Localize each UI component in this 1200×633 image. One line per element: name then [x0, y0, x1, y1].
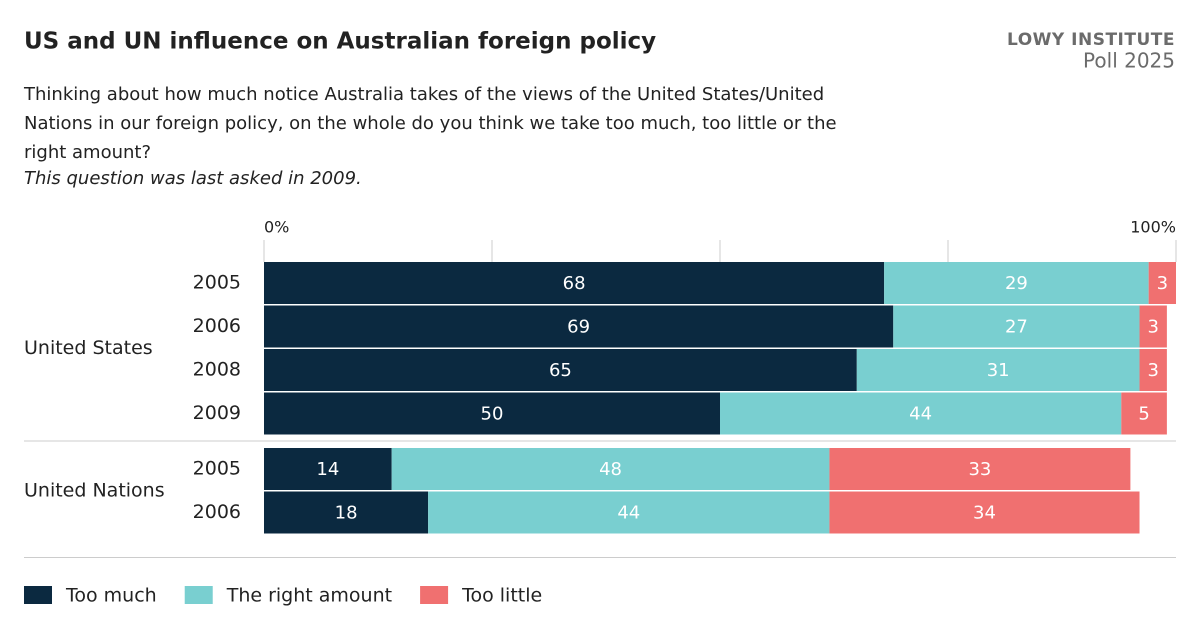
legend-label: Too little [461, 585, 542, 607]
bar-segment [264, 349, 857, 391]
data-label: 34 [973, 503, 996, 524]
y-tick-label: 2006 [193, 501, 241, 523]
note: This question was last asked in 2009. [24, 168, 362, 189]
data-label: 3 [1157, 273, 1168, 294]
y-tick-label: 2005 [193, 458, 241, 480]
y-tick-label: 2008 [193, 359, 241, 381]
bar-segment [264, 448, 392, 490]
data-label: 29 [1005, 273, 1028, 294]
data-label: 3 [1147, 317, 1158, 338]
data-label: 31 [987, 360, 1010, 381]
logo-sub: Poll 2025 [1083, 49, 1175, 73]
data-label: 44 [909, 404, 932, 425]
data-label: 27 [1005, 317, 1028, 338]
bar-segment [1148, 262, 1176, 304]
y-tick-label: 2009 [193, 402, 241, 424]
bar-segment [829, 448, 1131, 490]
bar-segment [428, 491, 830, 534]
bar-segment [829, 491, 1140, 534]
bar-segment [391, 448, 830, 490]
bar-segment [884, 262, 1149, 304]
data-label: 50 [481, 404, 504, 425]
legend-label: The right amount [226, 585, 392, 607]
logo: LOWY INSTITUTE [1007, 30, 1175, 50]
bar-segment [264, 262, 885, 304]
x-tick-label: 0% [264, 218, 289, 237]
legend-swatch [24, 586, 52, 604]
data-label: 33 [968, 459, 991, 480]
data-label: 65 [549, 360, 572, 381]
data-label: 44 [617, 503, 640, 524]
subtitle: Thinking about how much notice Australia… [24, 84, 837, 163]
data-label: 14 [316, 459, 339, 480]
bar-segment [264, 491, 429, 534]
data-label: 5 [1138, 404, 1149, 425]
chart-title: US and UN influence on Australian foreig… [24, 29, 656, 55]
bar-segment [720, 392, 1122, 435]
bar-segment [856, 349, 1140, 391]
group-label: United Nations [24, 479, 165, 501]
bar-segment [1139, 305, 1167, 348]
bar-segment [264, 305, 894, 348]
data-label: 48 [599, 459, 622, 480]
bar-segment [264, 392, 720, 435]
legend-swatch [420, 586, 449, 604]
legend-swatch [184, 586, 213, 604]
data-label: 3 [1147, 360, 1158, 381]
bar-segment [1139, 349, 1167, 391]
bar-segment [893, 305, 1140, 348]
group-label: United States [24, 337, 153, 359]
legend-label: Too much [65, 585, 157, 607]
y-tick-label: 2005 [193, 272, 241, 294]
y-tick-label: 2006 [193, 315, 241, 337]
data-label: 68 [563, 273, 586, 294]
data-label: 69 [567, 317, 590, 338]
bar-segment [1121, 392, 1167, 435]
x-tick-label: 100% [1130, 218, 1176, 237]
data-label: 18 [335, 503, 358, 524]
